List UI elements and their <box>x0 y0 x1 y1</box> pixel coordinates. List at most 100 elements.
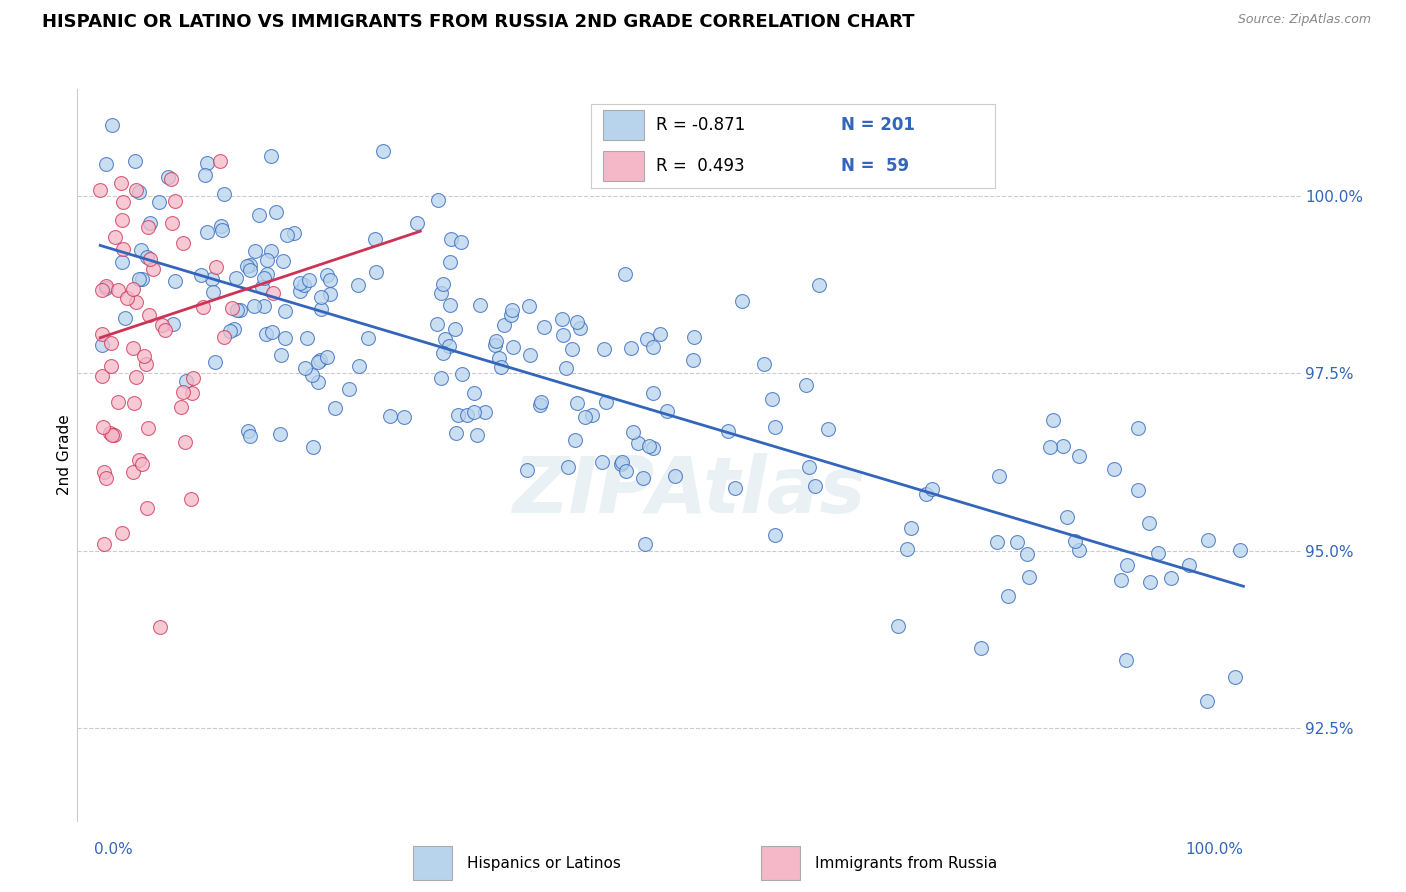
Point <box>150 318 173 332</box>
Point <box>557 459 579 474</box>
Point <box>270 348 292 362</box>
Point <box>1229 543 1251 558</box>
Point <box>297 273 319 287</box>
Point <box>142 261 165 276</box>
Point <box>761 392 783 406</box>
Point <box>551 312 574 326</box>
Text: HISPANIC OR LATINO VS IMMIGRANTS FROM RUSSIA 2ND GRADE CORRELATION CHART: HISPANIC OR LATINO VS IMMIGRANTS FROM RU… <box>42 13 915 31</box>
Point <box>260 148 283 162</box>
Point <box>357 331 380 345</box>
Point <box>160 216 183 230</box>
Point <box>90 283 112 297</box>
FancyBboxPatch shape <box>762 846 800 880</box>
Point <box>488 351 510 365</box>
Point <box>561 342 583 356</box>
Point <box>1115 653 1137 667</box>
Point <box>107 283 129 297</box>
Point <box>807 278 830 293</box>
Point <box>986 534 1008 549</box>
Point <box>256 253 278 268</box>
Point <box>103 428 125 442</box>
Point <box>796 378 818 392</box>
Point <box>195 225 218 239</box>
Point <box>569 320 592 334</box>
Point <box>970 641 993 656</box>
Point <box>160 172 183 186</box>
Text: R =  0.493: R = 0.493 <box>655 157 744 175</box>
Point <box>444 322 467 336</box>
Point <box>463 405 485 419</box>
Text: N =  59: N = 59 <box>841 157 910 175</box>
Point <box>887 619 910 633</box>
Point <box>243 244 266 259</box>
Point <box>165 194 187 209</box>
Point <box>96 470 118 484</box>
Point <box>149 620 172 634</box>
Point <box>110 212 132 227</box>
Point <box>276 227 298 242</box>
Point <box>253 270 276 285</box>
Point <box>664 469 686 483</box>
Point <box>530 395 553 409</box>
Point <box>499 309 522 323</box>
Point <box>427 193 450 207</box>
Point <box>262 286 284 301</box>
Point <box>122 341 145 355</box>
Point <box>122 282 145 296</box>
Text: 0.0%: 0.0% <box>94 842 134 857</box>
Point <box>195 156 218 170</box>
Point <box>194 168 217 182</box>
Point <box>394 410 416 425</box>
Point <box>641 385 664 400</box>
Point <box>1109 573 1132 587</box>
Point <box>987 469 1010 483</box>
Point <box>717 424 740 438</box>
Text: N = 201: N = 201 <box>841 116 915 134</box>
Point <box>426 317 449 331</box>
Point <box>107 395 129 409</box>
Point <box>1018 570 1040 584</box>
Point <box>1147 546 1170 560</box>
Point <box>533 319 555 334</box>
Point <box>325 401 347 415</box>
Point <box>288 285 311 299</box>
Point <box>269 426 291 441</box>
Point <box>264 205 287 219</box>
Point <box>101 427 124 442</box>
Point <box>212 186 235 201</box>
Point <box>180 491 202 506</box>
Point <box>228 302 250 317</box>
Point <box>96 157 118 171</box>
Text: 100.0%: 100.0% <box>1185 842 1243 857</box>
Point <box>564 433 586 447</box>
Point <box>283 226 305 240</box>
Point <box>439 298 461 312</box>
Point <box>1197 533 1219 547</box>
Point <box>135 500 157 515</box>
Point <box>100 335 122 350</box>
Point <box>93 420 115 434</box>
Point <box>252 279 274 293</box>
Point <box>1063 534 1085 549</box>
Point <box>124 183 146 197</box>
Point <box>172 385 194 400</box>
Point <box>181 371 204 385</box>
Point <box>238 429 260 443</box>
Point <box>817 422 839 436</box>
Point <box>110 176 132 190</box>
Point <box>896 541 918 556</box>
Point <box>440 232 463 246</box>
Point <box>378 409 401 423</box>
Point <box>122 466 145 480</box>
Point <box>209 154 232 169</box>
Point <box>371 145 394 159</box>
Point <box>551 328 574 343</box>
Point <box>309 301 332 316</box>
Point <box>337 382 360 396</box>
Point <box>138 420 160 434</box>
Point <box>470 298 492 312</box>
Point <box>731 293 754 308</box>
Point <box>205 260 228 275</box>
Point <box>236 424 259 438</box>
Point <box>104 229 127 244</box>
